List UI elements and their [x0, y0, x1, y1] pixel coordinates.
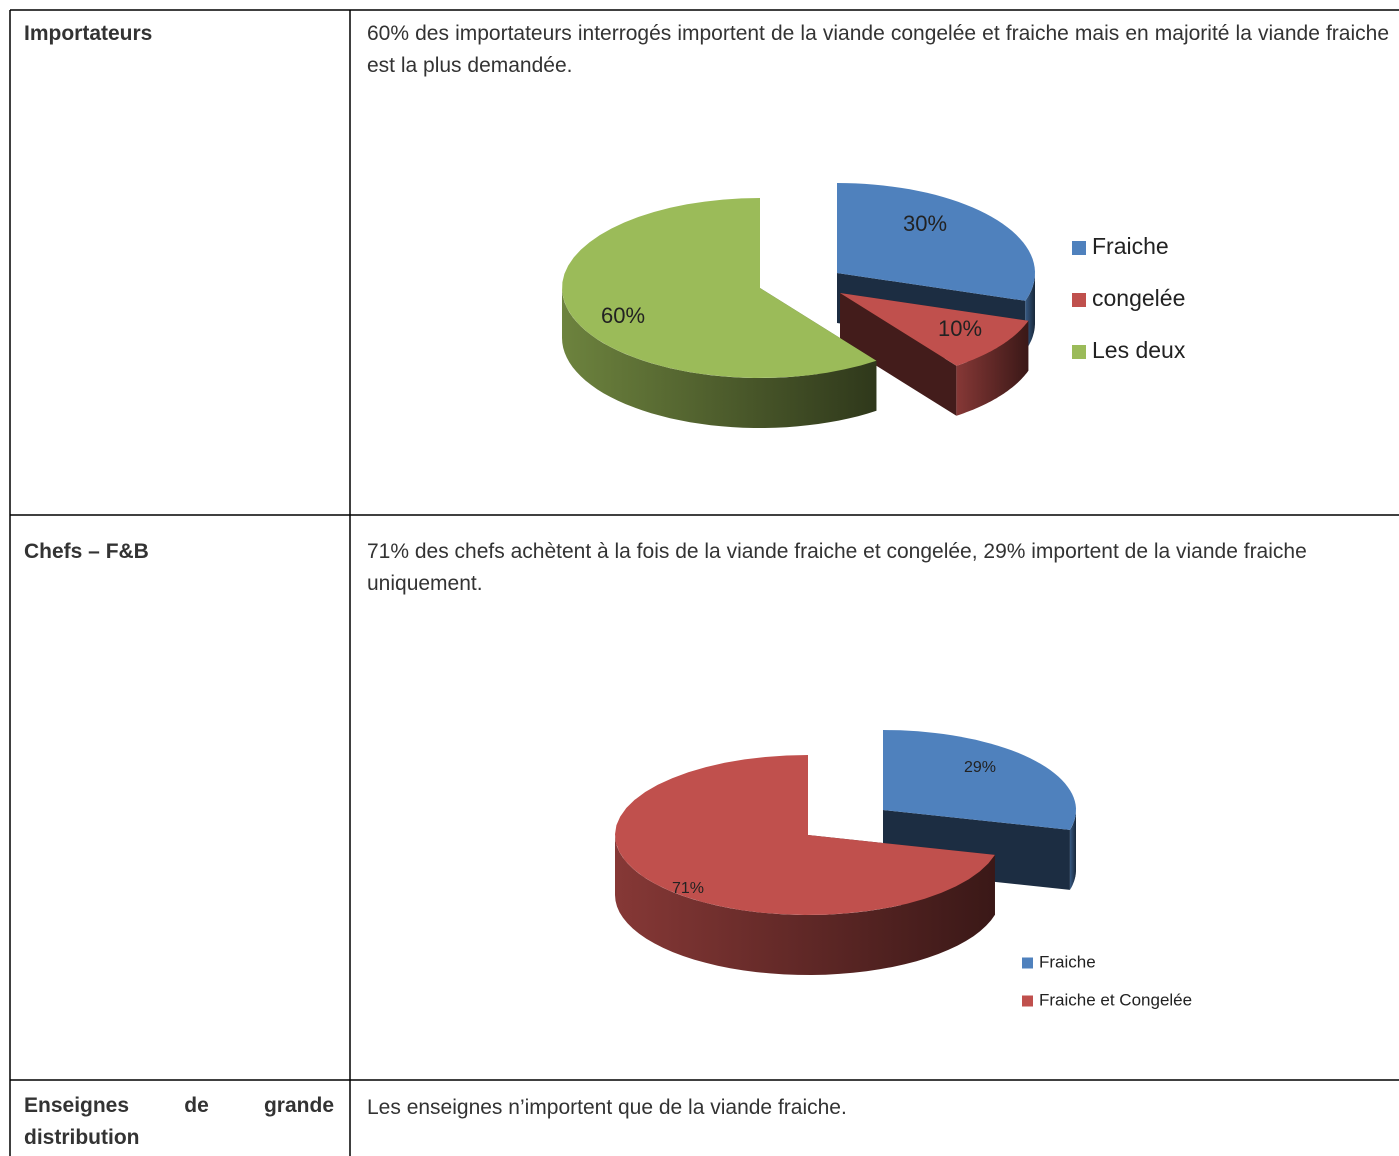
row-label: Importateurs [24, 22, 153, 45]
legend-swatch [1022, 957, 1033, 969]
legend-label: Fraiche [1039, 952, 1096, 971]
row-label: Chefs – F&B [24, 540, 149, 563]
legend-label: Les deux [1092, 337, 1186, 363]
pie-slice [840, 293, 1029, 366]
pie-slice [615, 755, 995, 915]
legend-swatch [1022, 995, 1033, 1007]
legend-swatch [1072, 293, 1086, 307]
pie-chart [615, 730, 1076, 975]
slice-side [956, 320, 1029, 416]
slice-label: 60% [601, 303, 645, 328]
pie-slice [837, 183, 1035, 301]
slice-label: 10% [938, 316, 982, 341]
table-borders [9, 9, 1399, 1156]
row-label: Enseignes de grande distribution [24, 1090, 334, 1154]
slice-label: 29% [964, 759, 996, 776]
row-text: 71% des chefs achètent à la fois de la v… [367, 540, 1307, 595]
slice-face [840, 293, 957, 416]
pie-chart [562, 183, 1035, 428]
pie-slice [883, 730, 1076, 830]
legend-label: Fraiche et Congelée [1039, 990, 1192, 1009]
row-text: Les enseignes n’importent que de la vian… [367, 1096, 847, 1119]
legend-label: Fraiche [1092, 233, 1169, 259]
slice-label: 30% [903, 211, 947, 236]
row-label-text: Enseignes de grande distribution [24, 1094, 334, 1149]
row-text: 60% des importateurs interrogés importen… [367, 22, 1389, 77]
legend-label: congelée [1092, 285, 1185, 311]
slice-side [615, 835, 995, 975]
slice-side [1069, 810, 1076, 890]
pie-slice [562, 198, 877, 378]
slice-label: 71% [672, 880, 704, 897]
legend-swatch [1072, 345, 1086, 359]
slice-side [562, 288, 877, 428]
legend-swatch [1072, 241, 1086, 255]
